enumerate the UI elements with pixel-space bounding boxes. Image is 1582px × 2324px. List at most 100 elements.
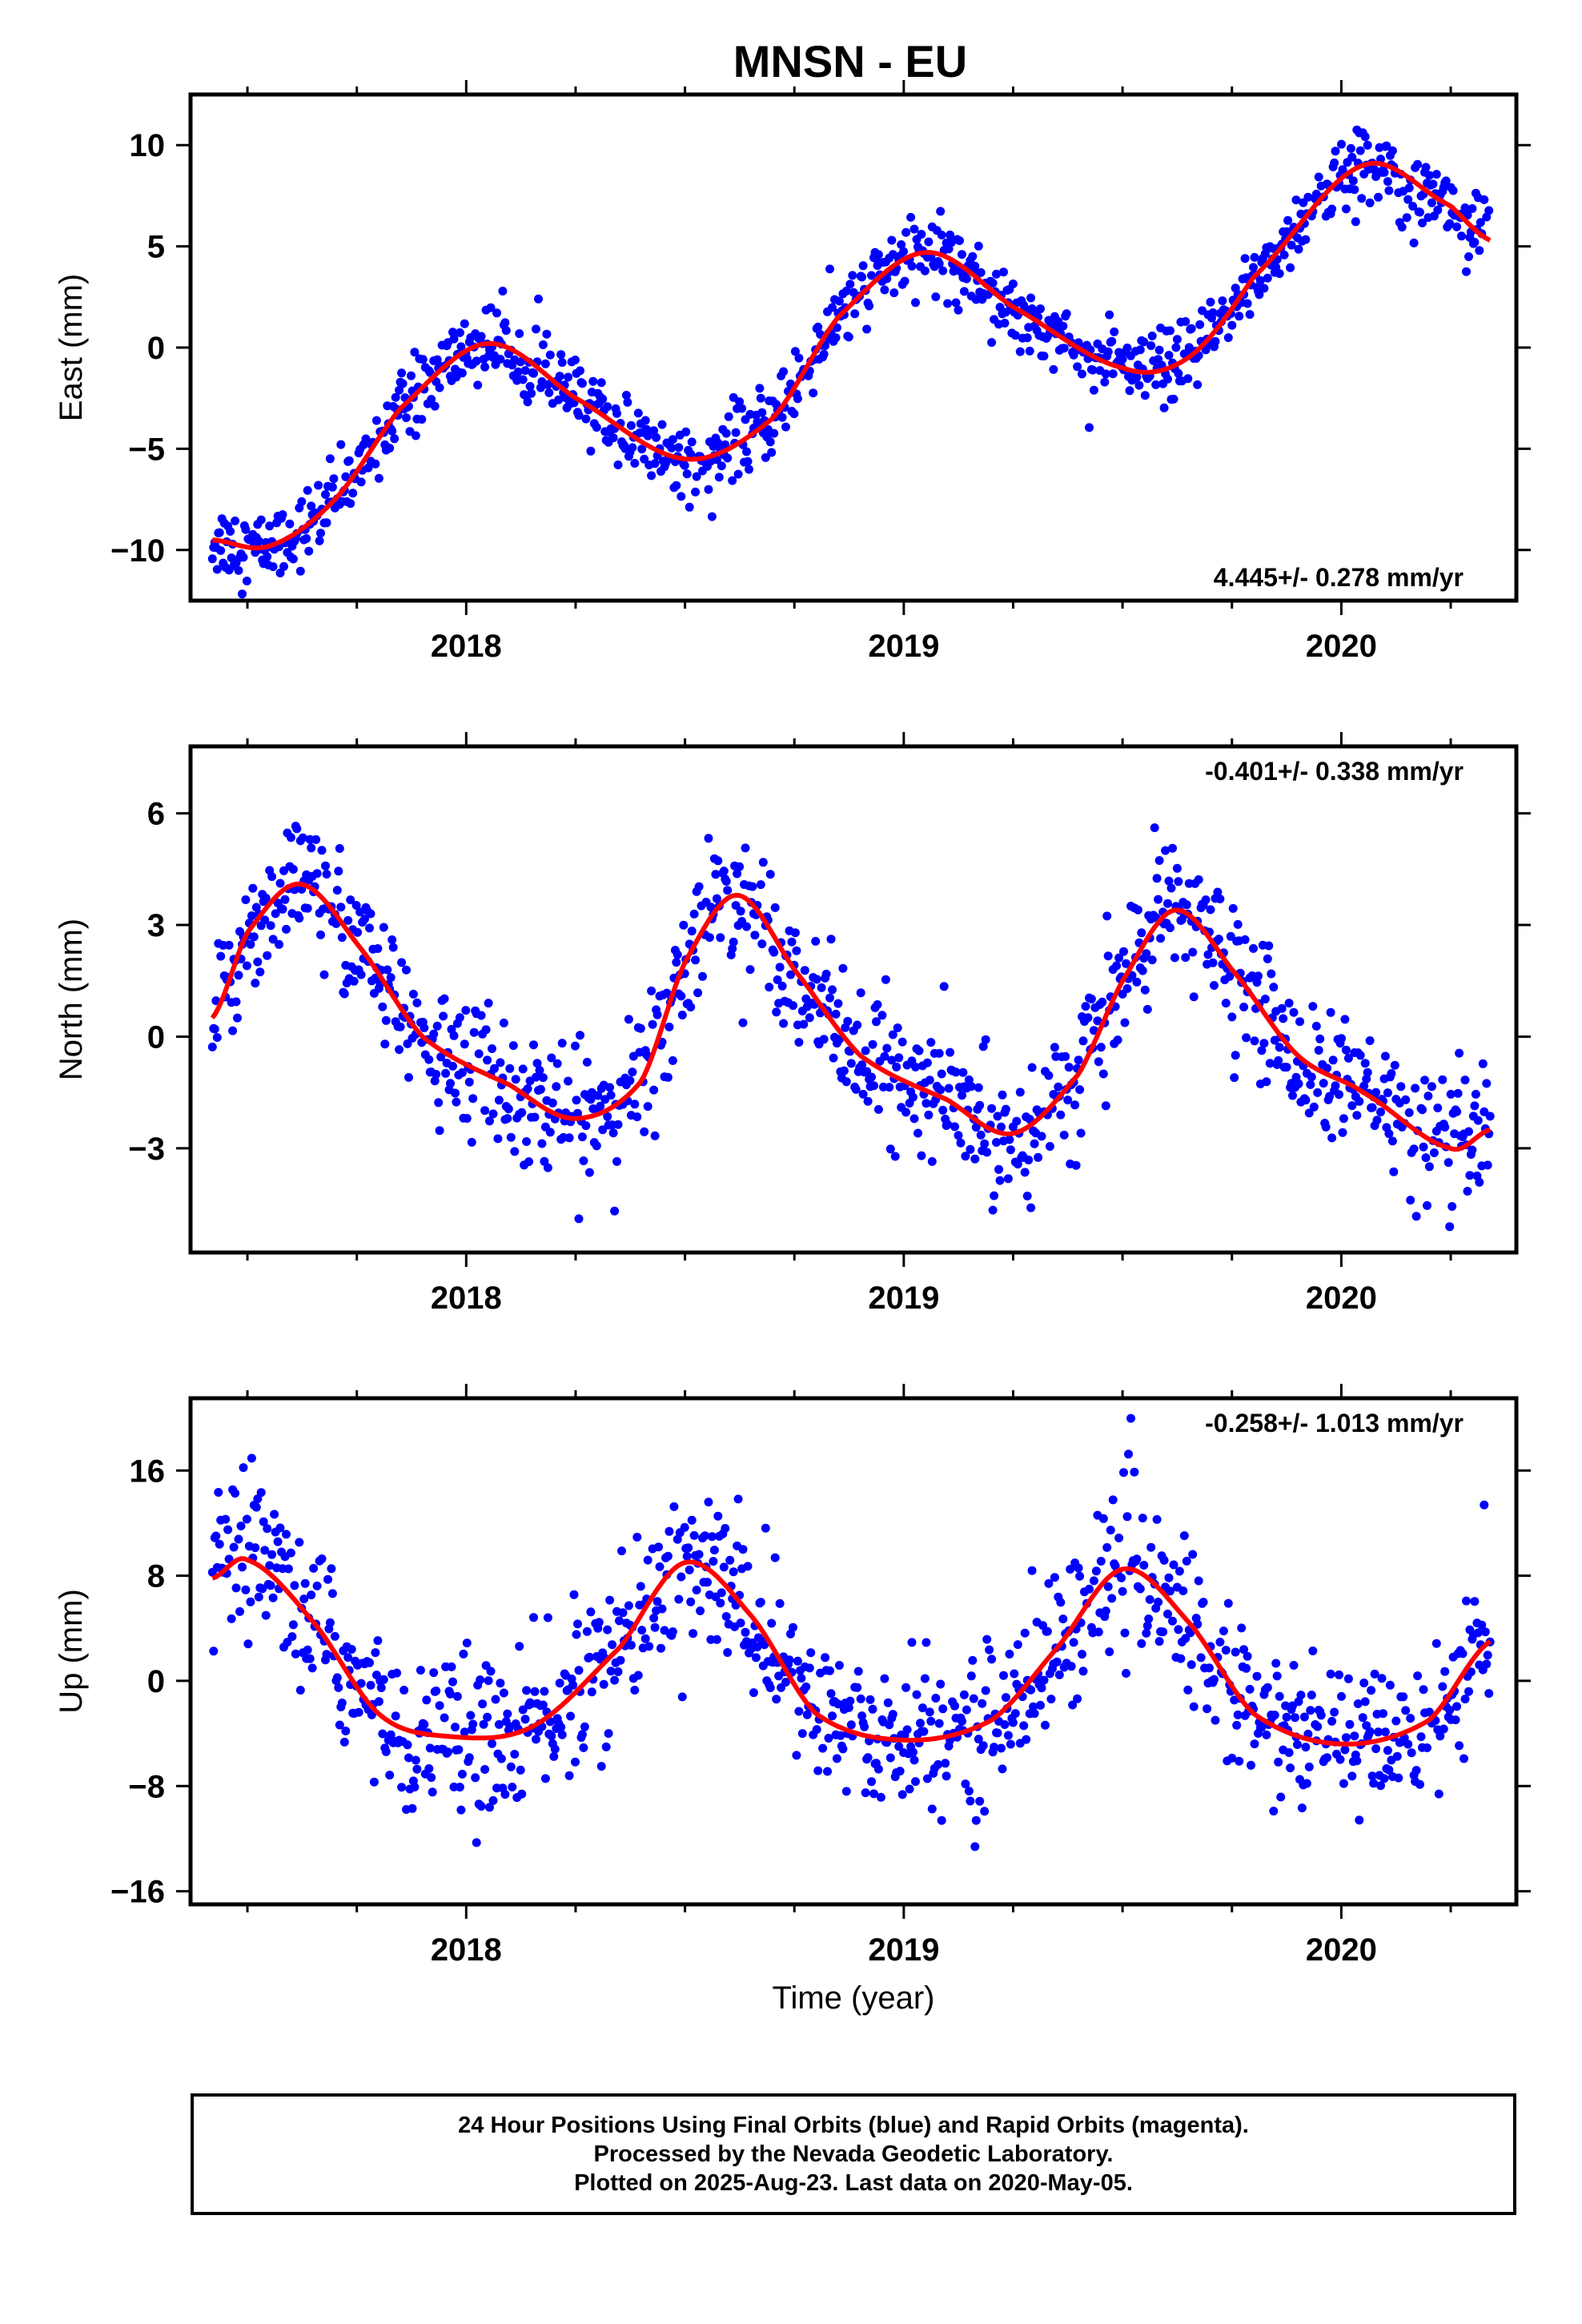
data-point [263, 552, 272, 561]
data-point [817, 983, 826, 992]
data-point [271, 909, 280, 919]
data-point [895, 1767, 905, 1776]
data-point [1394, 1773, 1403, 1783]
data-point [454, 1745, 464, 1755]
data-point [524, 1157, 534, 1167]
data-point [1465, 1171, 1475, 1180]
data-point [1024, 1156, 1034, 1164]
data-point [1211, 336, 1220, 346]
x-axis-label: Time (year) [773, 1980, 935, 2016]
data-point [975, 1796, 985, 1806]
data-point [1013, 1160, 1022, 1169]
data-point [1189, 1702, 1199, 1711]
data-point [387, 426, 397, 436]
data-point [1363, 1068, 1372, 1077]
data-point [283, 1564, 293, 1574]
data-point [1307, 1072, 1316, 1082]
data-point [1250, 1036, 1259, 1046]
data-point [1399, 1692, 1408, 1702]
data-point [1152, 1514, 1162, 1524]
data-point [226, 527, 235, 536]
data-point [254, 1592, 263, 1602]
data-point [721, 877, 731, 886]
data-point [1372, 1116, 1382, 1125]
data-point [1365, 198, 1375, 207]
data-point [654, 1542, 663, 1552]
data-point [846, 1720, 856, 1730]
x-tick-label: 2019 [868, 1932, 939, 1968]
data-point [371, 1648, 380, 1658]
data-point [673, 950, 682, 959]
data-point [1477, 1620, 1487, 1630]
data-point [686, 1597, 696, 1606]
data-point [1434, 1789, 1443, 1799]
data-point [1295, 1017, 1304, 1027]
data-point [1195, 320, 1205, 329]
data-point [981, 1035, 990, 1044]
data-point [1397, 223, 1407, 232]
data-point [1206, 297, 1215, 307]
data-point [1468, 1145, 1477, 1155]
data-point [610, 1675, 620, 1685]
data-point [1064, 1063, 1074, 1072]
data-point [1101, 1101, 1110, 1111]
data-point [1423, 1200, 1431, 1210]
data-point [254, 537, 263, 546]
data-point [831, 1009, 841, 1019]
data-point [1282, 1063, 1291, 1072]
data-point [1369, 1779, 1379, 1788]
data-point [868, 1704, 877, 1714]
y-tick-label: −5 [128, 432, 165, 467]
data-point [608, 433, 618, 443]
data-point [729, 937, 738, 947]
data-point [1262, 1730, 1271, 1739]
data-point [1135, 345, 1145, 355]
data-point [449, 1031, 459, 1040]
data-point [765, 983, 774, 992]
data-point [520, 1715, 530, 1724]
data-point [334, 1683, 343, 1692]
data-point [472, 356, 481, 366]
data-point [1022, 333, 1032, 343]
data-point [1311, 1021, 1321, 1031]
data-point [1418, 218, 1427, 227]
data-point [926, 1038, 936, 1047]
data-point [1316, 1711, 1326, 1720]
data-point [1423, 1092, 1433, 1101]
data-point [1408, 202, 1418, 211]
data-point [1480, 195, 1489, 204]
data-point [391, 1711, 400, 1721]
data-point [767, 448, 777, 457]
data-point [363, 463, 373, 472]
data-point [665, 1526, 674, 1536]
data-point [216, 951, 226, 961]
data-point [857, 1060, 867, 1070]
data-point [280, 895, 290, 904]
data-point [687, 1515, 697, 1525]
data-point [573, 1619, 582, 1629]
data-point [909, 1114, 919, 1124]
data-point [894, 1053, 904, 1063]
data-point [1102, 1542, 1112, 1552]
data-point [966, 1671, 976, 1681]
data-point [741, 843, 750, 853]
data-point [1250, 252, 1259, 262]
data-point [1409, 238, 1419, 247]
data-point [650, 1622, 660, 1632]
data-point [1455, 1048, 1464, 1058]
data-point [636, 1023, 645, 1033]
data-point [1359, 1081, 1369, 1091]
data-point [1355, 1051, 1365, 1060]
data-point [1277, 1003, 1287, 1013]
data-point [476, 1011, 486, 1020]
data-point [1303, 192, 1313, 202]
data-point [1339, 1114, 1348, 1124]
data-point [1440, 1123, 1450, 1132]
data-point [530, 1112, 540, 1122]
data-point [1427, 198, 1436, 207]
data-point [508, 1783, 517, 1791]
data-point [1347, 1101, 1357, 1111]
data-point [412, 1764, 422, 1774]
data-point [235, 1606, 244, 1616]
data-point [1138, 1514, 1147, 1523]
